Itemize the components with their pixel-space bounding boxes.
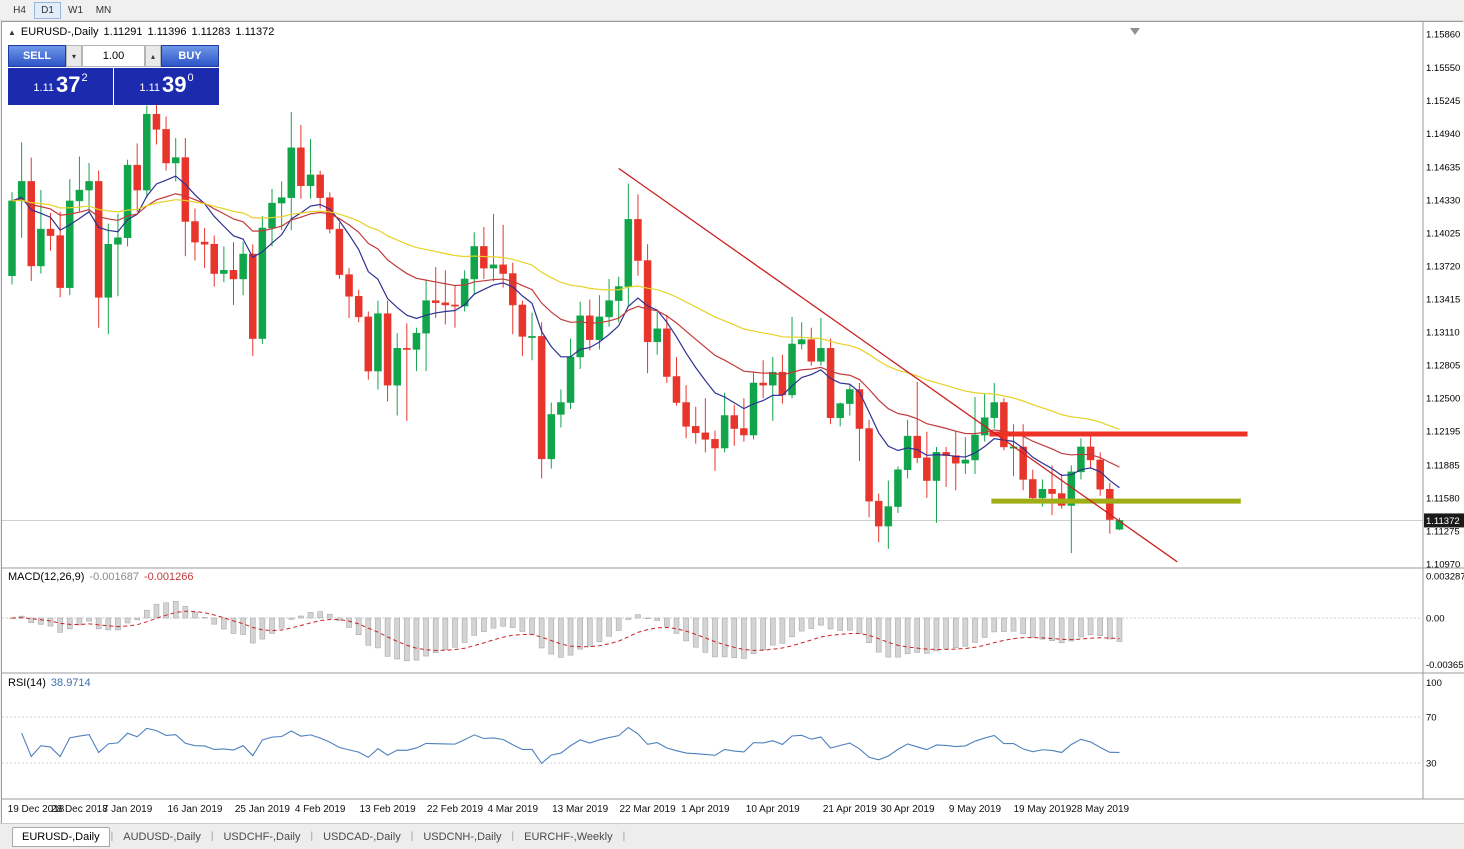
tab-separator: |	[622, 831, 626, 842]
svg-text:30 Apr 2019: 30 Apr 2019	[881, 804, 935, 815]
rsi-name: RSI(14)	[8, 677, 46, 689]
buy-price-display[interactable]: 1.11 39 0	[114, 68, 219, 105]
svg-text:7 Jan 2019: 7 Jan 2019	[103, 804, 153, 815]
sell-price-point: 2	[81, 72, 88, 84]
svg-text:1.15550: 1.15550	[1426, 63, 1460, 74]
svg-text:19 May 2019: 19 May 2019	[1013, 804, 1071, 815]
chart-tab-usdcaddaily[interactable]: USDCAD-,Daily	[323, 830, 401, 843]
chart-low-value: 1.11283	[191, 26, 231, 38]
buy-button[interactable]: BUY	[161, 45, 219, 67]
chart-tabs: EURUSD-,Daily | AUDUSD-,Daily | USDCHF-,Dail…	[0, 823, 1464, 849]
chart-tab-usdchfdaily[interactable]: USDCHF-,Daily	[223, 830, 301, 843]
tab-separator: |	[310, 831, 314, 842]
sell-price-pips: 37	[55, 72, 81, 97]
svg-text:9 May 2019: 9 May 2019	[949, 804, 1002, 815]
chart-symbol-label: EURUSD-,Daily	[20, 26, 99, 38]
timeframe-button-h4[interactable]: H4	[6, 1, 33, 19]
svg-text:1.11580: 1.11580	[1426, 493, 1460, 504]
svg-text:100: 100	[1426, 678, 1442, 689]
tab-separator: |	[110, 831, 114, 842]
svg-text:22 Feb 2019: 22 Feb 2019	[427, 804, 484, 815]
svg-text:1.12500: 1.12500	[1426, 394, 1460, 405]
chart-tab-eurchfweekly[interactable]: EURCHF-,Weekly	[524, 830, 613, 843]
svg-text:1.10970: 1.10970	[1426, 560, 1460, 571]
tab-separator: |	[410, 831, 414, 842]
timeframe-button-mn[interactable]: MN	[90, 1, 117, 19]
chart-close-value: 1.11372	[235, 26, 275, 38]
macd-name: MACD(12,26,9)	[8, 571, 85, 583]
tab-separator: |	[511, 831, 515, 842]
sell-price-prefix: 1.11	[33, 82, 54, 94]
chart-tab-audusddaily[interactable]: AUDUSD-,Daily	[123, 830, 201, 843]
svg-text:28 Dec 2018: 28 Dec 2018	[51, 804, 108, 815]
svg-text:1.13720: 1.13720	[1426, 261, 1460, 272]
sell-button[interactable]: SELL	[8, 45, 66, 67]
svg-text:1.13110: 1.13110	[1426, 328, 1460, 339]
scroll-marker-icon	[1130, 28, 1140, 35]
rsi-value: 38.9714	[50, 677, 91, 689]
chart-window: 1.15860 1.15550 1.15245 1.14940 1.14635 1.143…	[1, 21, 1464, 824]
chart-open-value: 1.11291	[103, 26, 143, 38]
volume-increase-button[interactable]: ▴	[145, 45, 161, 67]
svg-text:1.14330: 1.14330	[1426, 195, 1460, 206]
svg-text:1.15860: 1.15860	[1426, 30, 1460, 41]
svg-text:0.003287: 0.003287	[1426, 572, 1464, 583]
chart-ohlc-header: ▲ EURUSD-,Daily 1.11291 1.11396 1.11283 …	[8, 26, 274, 38]
svg-text:25 Jan 2019: 25 Jan 2019	[235, 804, 290, 815]
svg-text:22 Mar 2019: 22 Mar 2019	[620, 804, 677, 815]
svg-text:28 May 2019: 28 May 2019	[1071, 804, 1129, 815]
svg-text:0.00: 0.00	[1426, 614, 1445, 625]
chart-canvas[interactable]: 1.15860 1.15550 1.15245 1.14940 1.14635 1.143…	[2, 22, 1464, 824]
svg-text:1.14940: 1.14940	[1426, 129, 1460, 140]
svg-text:30: 30	[1426, 759, 1437, 770]
chart-tab-eurusddaily[interactable]: EURUSD-,Daily	[12, 826, 110, 847]
svg-text:1 Apr 2019: 1 Apr 2019	[681, 804, 730, 815]
svg-text:1.15245: 1.15245	[1426, 96, 1460, 107]
chart-tab-usdcnhdaily[interactable]: USDCNH-,Daily	[423, 830, 502, 843]
svg-text:1.11275: 1.11275	[1426, 526, 1460, 537]
timeframe-toolbar: H4 D1 W1 MN	[0, 0, 1464, 21]
macd-indicator-label: MACD(12,26,9) -0.001687 -0.001266	[8, 571, 194, 583]
svg-text:4 Feb 2019: 4 Feb 2019	[295, 804, 346, 815]
buy-price-prefix: 1.11	[139, 82, 160, 94]
svg-text:10 Apr 2019: 10 Apr 2019	[746, 804, 800, 815]
svg-text:1.14025: 1.14025	[1426, 228, 1460, 239]
svg-text:21 Apr 2019: 21 Apr 2019	[823, 804, 877, 815]
svg-text:13 Mar 2019: 13 Mar 2019	[552, 804, 609, 815]
rsi-indicator-label: RSI(14) 38.9714	[8, 677, 91, 689]
svg-text:-0.003659: -0.003659	[1426, 660, 1464, 671]
sell-price-display[interactable]: 1.11 37 2	[8, 68, 113, 105]
svg-text:1.11885: 1.11885	[1426, 460, 1460, 471]
chevron-down-icon: ▾	[71, 51, 76, 61]
svg-text:1.12195: 1.12195	[1426, 427, 1460, 438]
timeframe-button-w1[interactable]: W1	[62, 1, 89, 19]
volume-decrease-button[interactable]: ▾	[66, 45, 82, 67]
svg-text:4 Mar 2019: 4 Mar 2019	[487, 804, 538, 815]
svg-text:1.12805: 1.12805	[1426, 361, 1460, 372]
macd-main-value: -0.001687	[89, 571, 139, 583]
chart-high-value: 1.11396	[147, 26, 187, 38]
volume-input[interactable]	[82, 45, 145, 67]
buy-price-pips: 39	[161, 72, 187, 97]
macd-signal-value: -0.001266	[143, 571, 194, 583]
one-click-trading-panel: SELL ▾ ▴ BUY 1.11 37 2 1.11 39 0	[8, 45, 219, 105]
tab-separator: |	[210, 831, 214, 842]
svg-text:1.13415: 1.13415	[1426, 295, 1460, 306]
buy-price-point: 0	[187, 72, 194, 84]
timeframe-button-d1[interactable]: D1	[34, 1, 61, 19]
chevron-up-icon: ▴	[150, 51, 155, 61]
svg-text:16 Jan 2019: 16 Jan 2019	[167, 804, 222, 815]
svg-text:70: 70	[1426, 713, 1437, 724]
collapse-panel-icon[interactable]: ▲	[8, 27, 16, 37]
svg-text:19 Dec 2018: 19 Dec 2018	[8, 804, 65, 815]
svg-text:13 Feb 2019: 13 Feb 2019	[359, 804, 416, 815]
svg-text:1.14635: 1.14635	[1426, 162, 1460, 173]
svg-text:1.11372: 1.11372	[1426, 516, 1460, 527]
